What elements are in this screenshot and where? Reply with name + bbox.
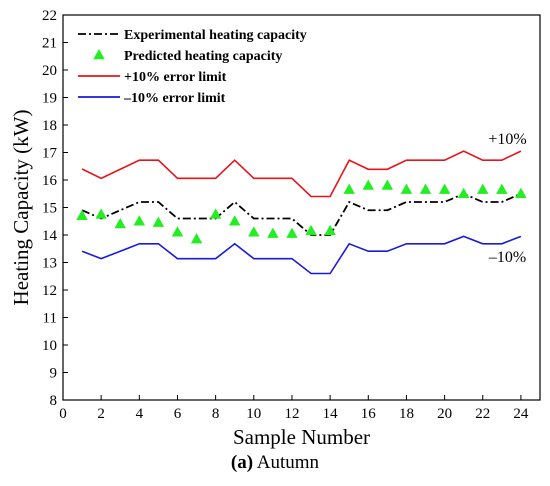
legend-label: +10% error limit — [124, 70, 227, 85]
predicted-point — [267, 227, 279, 238]
predicted-point — [133, 215, 146, 226]
predicted-point — [209, 208, 222, 219]
y-tick-label: 20 — [42, 63, 57, 79]
x-tick-label: 16 — [361, 406, 377, 422]
y-tick-label: 9 — [50, 366, 58, 382]
x-tick-label: 6 — [174, 406, 182, 422]
x-tick-label: 22 — [475, 406, 490, 422]
y-tick-label: 19 — [42, 91, 57, 107]
y-tick-label: 15 — [42, 201, 57, 217]
predicted-point — [190, 233, 203, 244]
predicted-point — [400, 183, 413, 194]
x-tick-label: 8 — [212, 406, 220, 422]
legend-label: Predicted heating capacity — [124, 49, 282, 64]
error-annotation: –10% — [488, 249, 526, 266]
x-tick-label: 0 — [59, 406, 67, 422]
y-tick-label: 16 — [42, 173, 58, 189]
x-tick-label: 12 — [284, 406, 299, 422]
x-tick-label: 18 — [399, 406, 414, 422]
predicted-point — [381, 179, 394, 190]
y-tick-label: 13 — [42, 256, 57, 272]
x-tick-label: 10 — [246, 406, 261, 422]
y-tick-label: 14 — [42, 228, 58, 244]
predicted-point — [438, 183, 451, 194]
legend-label: Experimental heating capacity — [124, 28, 307, 43]
y-tick-label: 10 — [42, 338, 57, 354]
predicted-point — [477, 183, 489, 194]
error-annotation: +10% — [488, 131, 526, 148]
figure-caption: (a) Autumn — [0, 452, 550, 474]
x-tick-label: 24 — [513, 406, 529, 422]
upper-limit-line — [81, 150, 522, 198]
y-tick-label: 18 — [42, 118, 57, 134]
y-tick-label: 8 — [50, 393, 58, 409]
predicted-point — [343, 183, 355, 194]
predicted-point — [95, 208, 107, 219]
predicted-point — [114, 218, 126, 229]
predicted-point — [515, 187, 527, 198]
y-tick-label: 21 — [42, 36, 57, 52]
predicted-point — [76, 209, 88, 220]
caption-label: (a) — [230, 452, 254, 473]
legend-label: –10% error limit — [123, 91, 226, 106]
predicted-point — [305, 224, 317, 236]
predicted-point — [248, 226, 260, 237]
legend-marker — [93, 49, 105, 60]
y-axis-label: Heating Capacity (kW) — [9, 110, 33, 306]
predicted-point — [286, 227, 298, 238]
x-tick-label: 20 — [437, 406, 452, 422]
predicted-point — [152, 216, 165, 227]
predicted-point — [496, 183, 508, 194]
x-axis-label: Sample Number — [233, 425, 370, 449]
y-tick-label: 11 — [43, 311, 57, 327]
x-tick-label: 2 — [97, 406, 105, 422]
predicted-point — [457, 187, 470, 198]
y-tick-label: 17 — [42, 146, 58, 162]
y-tick-label: 12 — [42, 283, 57, 299]
lower-limit-line — [81, 235, 522, 275]
predicted-point — [229, 215, 241, 226]
y-tick-label: 22 — [42, 8, 57, 24]
x-tick-label: 4 — [136, 406, 144, 422]
predicted-point — [171, 226, 184, 237]
x-tick-label: 14 — [323, 406, 339, 422]
predicted-point — [324, 224, 336, 236]
experimental-line — [81, 192, 522, 236]
caption-text: Autumn — [253, 452, 320, 473]
predicted-point — [362, 179, 374, 190]
predicted-point — [419, 183, 432, 194]
